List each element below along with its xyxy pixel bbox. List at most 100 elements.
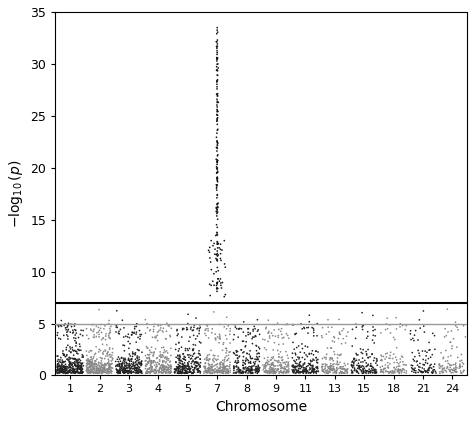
Point: [327, 362, 335, 369]
Point: [90, 328, 97, 335]
Point: [164, 361, 172, 368]
Point: [120, 357, 128, 364]
Point: [190, 346, 197, 352]
Point: [277, 362, 284, 369]
Point: [185, 365, 192, 372]
Point: [164, 349, 172, 356]
Point: [189, 347, 197, 354]
Point: [213, 49, 221, 56]
Point: [126, 366, 134, 373]
Point: [173, 354, 180, 361]
Point: [179, 325, 187, 332]
Point: [339, 370, 347, 376]
Point: [62, 363, 70, 370]
Point: [223, 363, 230, 370]
Point: [214, 141, 221, 147]
Point: [156, 369, 164, 376]
Point: [191, 322, 198, 328]
Point: [419, 369, 427, 376]
Point: [276, 369, 284, 376]
Point: [278, 357, 286, 364]
Point: [244, 329, 252, 336]
Point: [134, 346, 141, 353]
Point: [414, 369, 422, 376]
Point: [103, 366, 110, 373]
Point: [116, 360, 123, 367]
Point: [215, 365, 222, 372]
Point: [226, 363, 233, 370]
Point: [219, 357, 227, 364]
Point: [71, 361, 79, 368]
Point: [155, 360, 163, 367]
Point: [131, 351, 139, 357]
Point: [348, 359, 356, 365]
Point: [142, 357, 150, 364]
Point: [237, 370, 245, 376]
Point: [58, 365, 66, 372]
Point: [269, 360, 277, 366]
Point: [148, 344, 155, 351]
Point: [304, 362, 312, 369]
Point: [164, 368, 172, 375]
Point: [359, 350, 366, 357]
Point: [341, 368, 349, 374]
Point: [319, 368, 326, 374]
Point: [201, 368, 208, 375]
Point: [274, 334, 282, 341]
Point: [395, 369, 403, 376]
Point: [213, 200, 221, 207]
Point: [235, 326, 243, 333]
Point: [295, 361, 303, 368]
Point: [77, 368, 84, 375]
Point: [223, 314, 230, 321]
Point: [276, 362, 283, 368]
Point: [174, 352, 182, 359]
Point: [132, 358, 140, 365]
Point: [94, 366, 101, 373]
Point: [452, 366, 460, 373]
Point: [255, 365, 263, 371]
Point: [376, 364, 384, 370]
Point: [313, 365, 321, 371]
Point: [158, 366, 165, 373]
Point: [363, 352, 371, 358]
Point: [401, 369, 408, 376]
Point: [122, 333, 129, 340]
Point: [220, 339, 228, 346]
Point: [261, 365, 269, 372]
Point: [194, 354, 202, 360]
Point: [436, 368, 444, 375]
Point: [105, 370, 113, 377]
Point: [312, 364, 320, 371]
Point: [114, 356, 121, 362]
Point: [151, 321, 158, 328]
Point: [309, 368, 316, 375]
Point: [214, 192, 221, 199]
Point: [90, 328, 97, 335]
Point: [246, 358, 254, 365]
Point: [249, 363, 256, 370]
Point: [132, 370, 139, 376]
Point: [211, 251, 219, 258]
Point: [328, 366, 336, 373]
Point: [292, 330, 299, 337]
Point: [184, 362, 192, 369]
Point: [268, 365, 275, 372]
Point: [64, 369, 72, 376]
Point: [167, 368, 174, 374]
Point: [335, 316, 343, 323]
Point: [101, 361, 109, 368]
Point: [150, 328, 157, 335]
Point: [212, 369, 220, 376]
Point: [157, 365, 164, 372]
Point: [372, 368, 380, 375]
Point: [75, 369, 83, 376]
Point: [226, 328, 234, 334]
Point: [213, 191, 221, 198]
Point: [135, 360, 142, 366]
Point: [96, 364, 104, 370]
Point: [200, 370, 208, 376]
Point: [234, 354, 242, 361]
Point: [213, 101, 221, 108]
Point: [329, 361, 337, 368]
